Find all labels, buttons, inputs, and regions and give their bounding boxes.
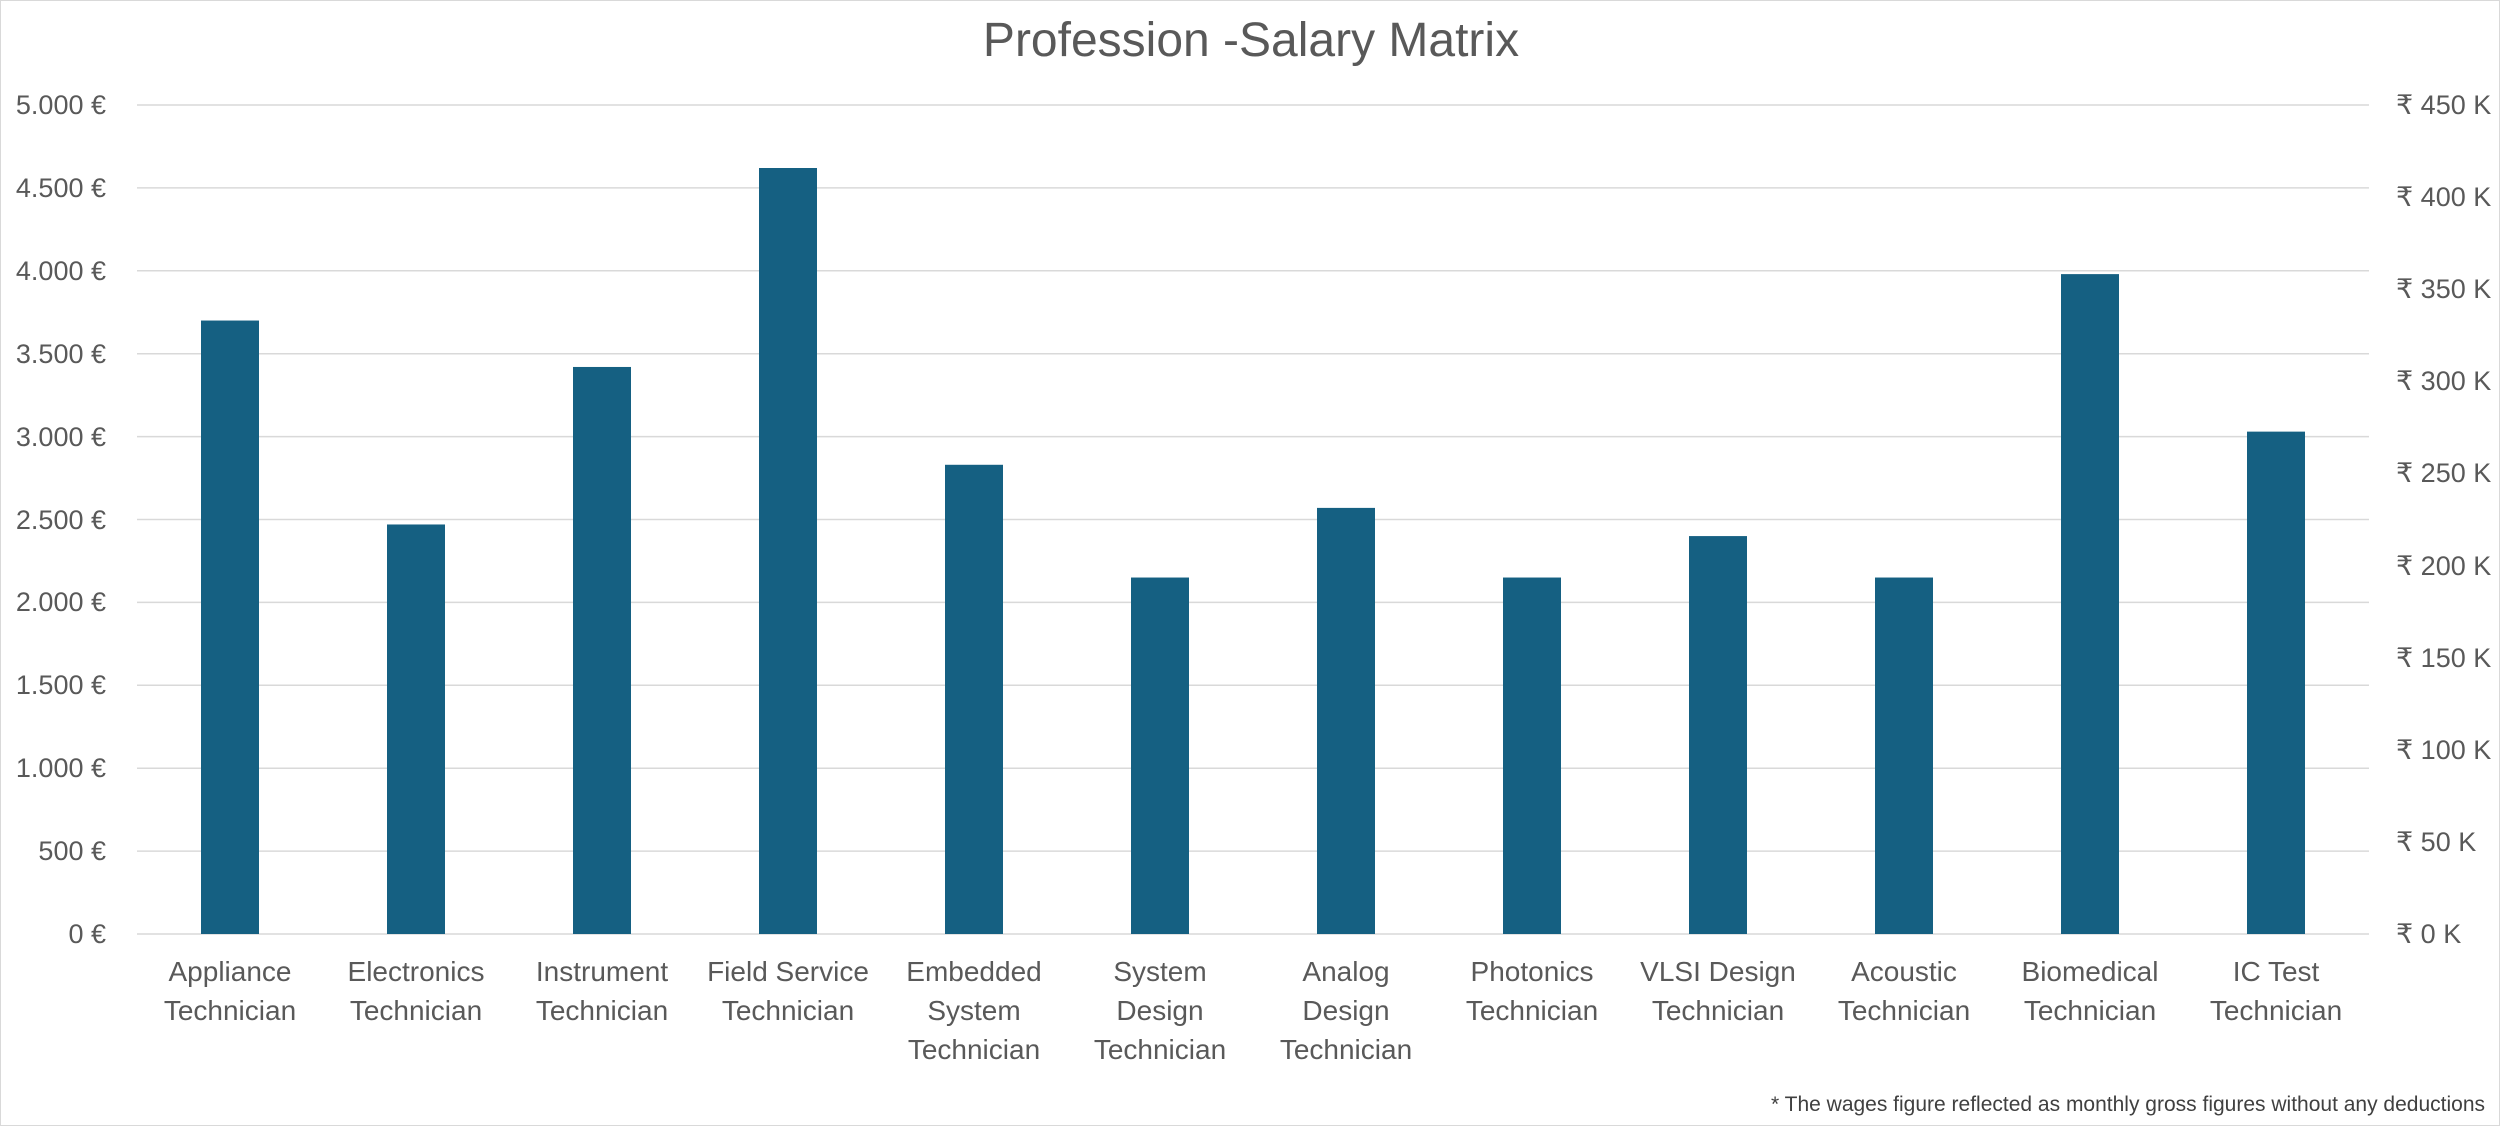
y2-tick-label: ₹ 300 K	[2396, 366, 2492, 397]
y2-tick-label: ₹ 450 K	[2396, 90, 2492, 120]
footnote: * The wages figure reflected as monthly …	[1771, 1093, 2485, 1116]
chart-title: Profession -Salary Matrix	[982, 14, 1520, 67]
y2-tick-label: ₹ 250 K	[2396, 458, 2492, 489]
bar	[2247, 431, 2305, 934]
x-tick-label: System Design Technician	[1093, 956, 1227, 1065]
y2-tick-label: ₹ 100 K	[2396, 734, 2492, 765]
x-tick-label: Photonics Technician	[1465, 956, 1599, 1026]
y-tick-label: 5.000 €	[15, 90, 106, 120]
y2-tick-label: ₹ 0 K	[2396, 919, 2462, 949]
bar	[1689, 536, 1747, 934]
y-tick-label: 2.500 €	[15, 504, 106, 535]
y-tick-label: 3.000 €	[15, 421, 106, 452]
bar	[1317, 507, 1375, 934]
x-tick-label: Instrument Technician	[535, 956, 669, 1026]
bar	[1131, 577, 1189, 934]
y2-tick-label: ₹ 150 K	[2396, 642, 2492, 673]
y2-tick-label: ₹ 350 K	[2396, 274, 2492, 305]
y-tick-label: 0 €	[68, 919, 106, 949]
y-tick-label: 2.000 €	[15, 587, 106, 618]
x-tick-label: Electronics Technician	[347, 956, 485, 1026]
y-tick-label: 3.500 €	[15, 338, 106, 369]
y-tick-label: 1.500 €	[15, 670, 106, 701]
bar	[1503, 577, 1561, 934]
x-tick-label: Analog Design Technician	[1279, 956, 1413, 1065]
y-tick-label: 4.500 €	[15, 172, 106, 203]
bar	[1875, 577, 1933, 934]
y2-tick-label: ₹ 200 K	[2396, 550, 2492, 581]
y2-tick-label: ₹ 50 K	[2396, 826, 2477, 857]
y-tick-label: 1.000 €	[15, 753, 106, 784]
bar	[201, 320, 259, 934]
bar	[573, 366, 631, 934]
y2-tick-label: ₹ 400 K	[2396, 182, 2492, 213]
x-tick-label: Field Service Technician	[707, 956, 869, 1026]
bar	[387, 524, 445, 934]
x-tick-label: Acoustic Technician	[1837, 956, 1971, 1026]
bar	[759, 168, 817, 934]
x-tick-label: IC Test Technician	[2209, 956, 2343, 1026]
bar	[2061, 274, 2119, 935]
y-tick-label: 4.000 €	[15, 255, 106, 286]
bar	[945, 464, 1003, 934]
x-tick-label: VLSI Design Technician	[1640, 956, 1796, 1026]
x-tick-label: Biomedical Technician	[2021, 956, 2159, 1026]
x-tick-label: Appliance Technician	[163, 956, 297, 1026]
x-tick-label: Embedded System Technician	[906, 956, 1042, 1065]
y-tick-label: 500 €	[38, 836, 106, 867]
